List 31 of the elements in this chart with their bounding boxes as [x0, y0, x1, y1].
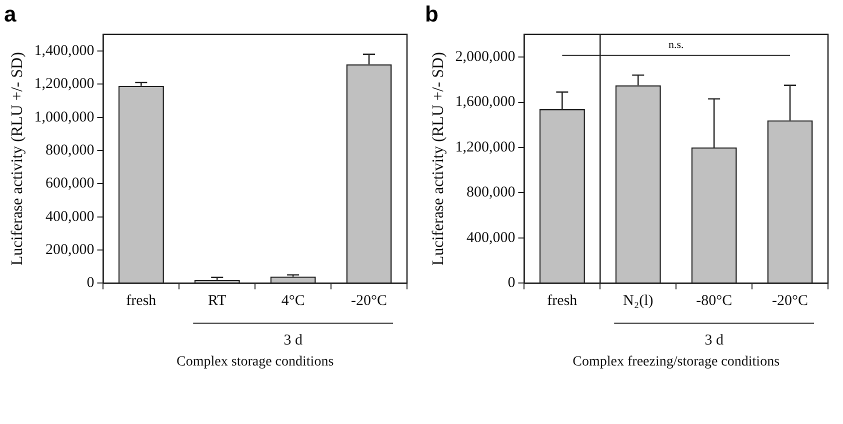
y-tick-label: 0: [86, 275, 94, 292]
x-tick-label: -80°C: [696, 293, 732, 310]
x-tick-label: -20°C: [351, 293, 388, 310]
x-tick-label: fresh: [126, 293, 157, 310]
y-tick-label: 1,000,000: [34, 109, 94, 126]
y-tick-label: 1,400,000: [34, 42, 94, 59]
y-tick-label: 400,000: [466, 230, 516, 246]
y-axis-title: Luciferase activity (RLU +/- SD): [8, 52, 26, 266]
y-tick-label: 400,000: [45, 208, 94, 225]
chart-title: a: [4, 1, 17, 26]
x-tick-label: 4°C: [281, 293, 305, 310]
chart-title: b: [425, 1, 438, 26]
y-tick-label: 800,000: [45, 142, 94, 158]
y-tick-label: 600,000: [45, 176, 94, 192]
x-tick-label: RT: [208, 293, 226, 310]
x-tick-label: fresh: [547, 293, 578, 310]
y-tick-label: 1,200,000: [34, 76, 94, 92]
y-tick-label: 2,000,000: [455, 48, 516, 65]
y-tick-label: 800,000: [466, 184, 516, 201]
y-tick-label: 1,200,000: [455, 139, 516, 156]
x-tick-label: N₂(l): [623, 293, 654, 310]
y-tick-label: 1,600,000: [455, 94, 516, 110]
annotation: n.s.: [668, 38, 684, 51]
x-tick-label: -20°C: [772, 293, 808, 310]
y-tick-label: 0: [508, 275, 516, 292]
y-axis-title: Luciferase activity (RLU +/- SD): [430, 52, 447, 266]
text: 3 d: [704, 332, 724, 349]
text: 3 d: [284, 332, 303, 349]
x-axis-title: Complex storage conditions: [176, 354, 334, 370]
x-axis-title: Complex freezing/storage conditions: [572, 354, 780, 370]
y-tick-label: 200,000: [45, 242, 94, 258]
